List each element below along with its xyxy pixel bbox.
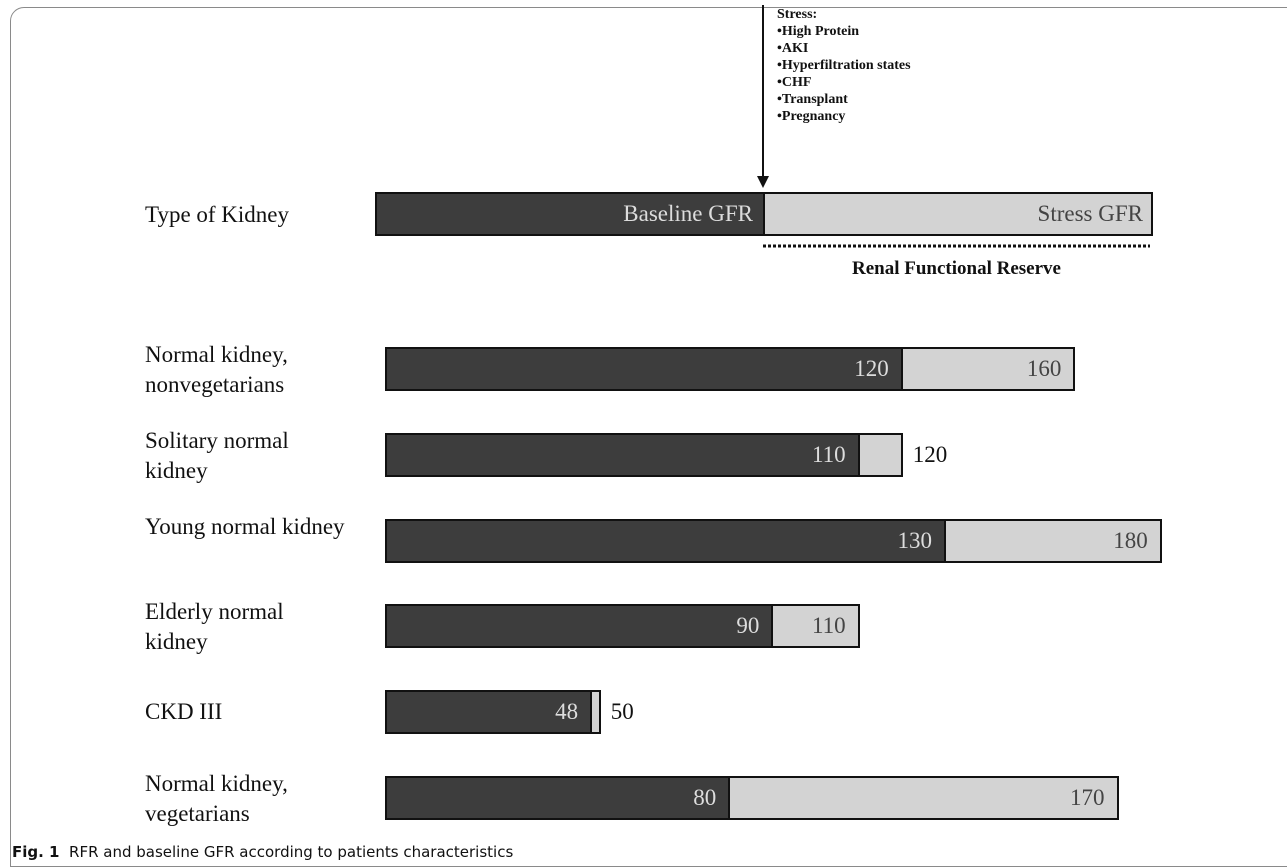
category-label: Young normal kidney [145, 513, 345, 539]
legend-graphics [757, 5, 1150, 248]
stress-bar [771, 604, 860, 649]
baseline-value: 90 [736, 613, 760, 639]
category-label: Elderly normal kidney [145, 599, 284, 655]
category-label: Solitary normal kidney [145, 427, 289, 483]
stress-value: 50 [610, 699, 634, 725]
baseline-bar [385, 347, 903, 391]
stress-value: 180 [1113, 527, 1148, 553]
stress-value: 160 [1026, 356, 1062, 381]
baseline-value: 80 [693, 785, 717, 810]
stress-item: •AKI [777, 41, 809, 56]
figure-frame [10, 7, 1287, 867]
stress-item: •High Protein [777, 24, 860, 39]
stress-bar [900, 347, 1076, 391]
baseline-value: 130 [897, 527, 932, 553]
category-header: Type of Kidney [145, 202, 290, 227]
baseline-value: 48 [555, 699, 579, 725]
stress-item: •Transplant [777, 92, 848, 107]
stress-title: Stress: [777, 7, 818, 22]
baseline-bar [385, 604, 774, 649]
baseline-bar [385, 432, 860, 477]
baseline-bar [385, 776, 731, 820]
caption-text: RFR and baseline GFR according to patien… [69, 843, 514, 861]
category-label: Normal kidney, vegetarians [145, 771, 288, 826]
baseline-value: 110 [811, 441, 846, 467]
legend-stress-label: Stress GFR [1037, 201, 1143, 226]
legend-baseline-label: Baseline GFR [623, 201, 753, 226]
stress-value: 120 [912, 441, 948, 467]
stress-item: •CHF [777, 75, 812, 90]
baseline-bar [385, 518, 946, 563]
legend-baseline [375, 192, 765, 236]
arrow-head [757, 176, 769, 188]
baseline-value: 120 [854, 356, 889, 381]
stress-value: 110 [811, 613, 846, 639]
caption-label: Fig. 1 [12, 843, 60, 861]
baseline-bar [385, 690, 593, 735]
legend-stress [763, 192, 1153, 236]
stress-bar [943, 518, 1162, 563]
stress-items: •High Protein •AKI •Hyperfiltration states… [777, 23, 911, 125]
reserve-label: Renal Functional Reserve [852, 258, 1061, 279]
stress-bar [728, 776, 1119, 820]
stress-value: 170 [1070, 785, 1105, 810]
stress-bar [857, 432, 903, 477]
stress-note: Stress: •High Protein •AKI •Hyperfiltratio… [777, 6, 911, 125]
category-label: Normal kidney, nonvegetarians [145, 342, 288, 397]
category-label: CKD III [145, 699, 223, 725]
stress-item: •Hyperfiltration states [777, 58, 911, 73]
stress-item: •Pregnancy [777, 109, 846, 124]
caption: Fig. 1 RFR and baseline GFR according to… [12, 843, 513, 861]
